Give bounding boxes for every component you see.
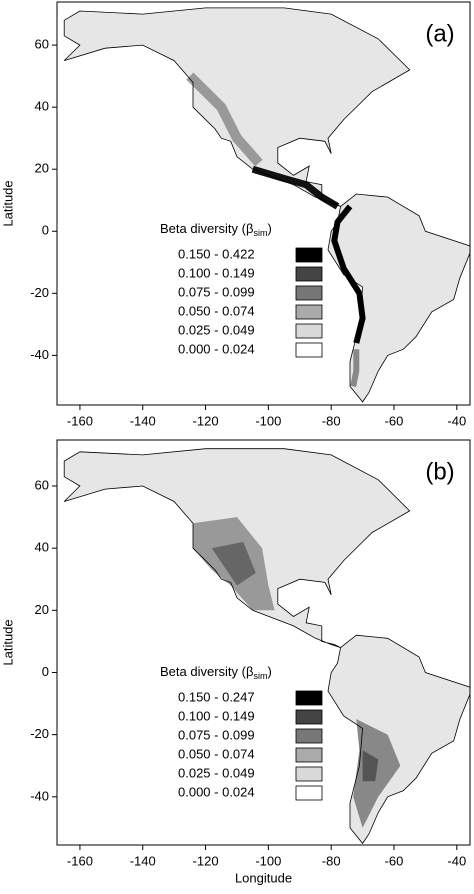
y-axis-label: Latitude: [0, 180, 15, 226]
y-tick-label: 20: [35, 161, 49, 176]
legend-title: Beta diversity (βsim): [160, 221, 272, 238]
legend-swatch: [295, 285, 323, 301]
legend-swatch: [295, 342, 323, 358]
x-tick-label: -120: [193, 413, 219, 428]
legend-label: 0.100 - 0.149: [178, 265, 255, 280]
map-panel: -160 -140 -120 -100 -80 -60 -40 -40 -20 0 20 40 60 (b…: [0, 439, 471, 885]
shading: [362, 750, 379, 782]
shading: [350, 349, 360, 387]
x-tick-label: -40: [447, 853, 466, 868]
legend-swatch: [295, 323, 323, 339]
shading: [353, 719, 401, 828]
legend-label: 0.075 - 0.099: [178, 284, 255, 299]
legend-label: 0.000 - 0.024: [178, 341, 255, 356]
legend-title-part: ): [267, 221, 271, 236]
x-tick-label: -60: [385, 853, 404, 868]
x-tick-label: -80: [322, 413, 341, 428]
legend-swatch: [295, 785, 323, 801]
legend-swatch: [295, 728, 323, 744]
y-tick-label: -20: [30, 285, 49, 300]
legend-title: Beta diversity (βsim): [160, 664, 272, 681]
x-tick-label: -160: [67, 853, 93, 868]
x-tick-label: -100: [255, 413, 281, 428]
panel-label: (b): [425, 458, 454, 485]
legend-label: 0.000 - 0.024: [178, 784, 255, 799]
legend-title-part: sim: [253, 671, 267, 681]
legend-title-part: Beta diversity (β: [160, 221, 253, 236]
land: [64, 7, 410, 207]
shading: [251, 165, 340, 210]
legend-label: 0.150 - 0.422: [178, 246, 255, 261]
shading: [186, 72, 263, 167]
y-tick-label: 20: [35, 602, 49, 617]
y-tick-label: -40: [30, 347, 49, 362]
map-area: [63, 448, 470, 845]
legend-label: 0.050 - 0.074: [178, 746, 255, 761]
legend-swatch: [295, 690, 323, 706]
y-axis-label: Latitude: [0, 619, 15, 665]
x-tick-label: -40: [447, 413, 466, 428]
legend-label: 0.150 - 0.247: [178, 689, 255, 704]
x-tick-label: -140: [130, 853, 156, 868]
coastline: [63, 448, 411, 648]
y-tick-label: -20: [30, 726, 49, 741]
plot-frame: [56, 1, 471, 406]
map-panel: -160 -140 -120 -100 -80 -60 -40 -40 -20 0 20 40 60 (a…: [0, 1, 471, 428]
plot-frame: [56, 439, 471, 846]
legend-label: 0.050 - 0.074: [178, 303, 255, 318]
legend-swatch: [295, 247, 323, 263]
legend-label: 0.075 - 0.099: [178, 727, 255, 742]
y-tick-label: 60: [35, 37, 49, 52]
land: [328, 194, 470, 402]
y-tick-label: 0: [42, 664, 49, 679]
x-axis-label: Longitude: [235, 870, 292, 885]
y-tick-label: 0: [42, 223, 49, 238]
legend-title-part: ): [267, 664, 271, 679]
x-tick-label: -100: [255, 853, 281, 868]
panel-label: (a): [425, 20, 454, 47]
legend-title-part: Beta diversity (β: [160, 664, 253, 679]
x-tick-label: -60: [385, 413, 404, 428]
legend-label: 0.100 - 0.149: [178, 708, 255, 723]
x-tick-label: -120: [193, 853, 219, 868]
coastline: [327, 634, 470, 845]
coastline: [63, 7, 411, 207]
legend-label: 0.025 - 0.049: [178, 765, 255, 780]
legend-swatch: [295, 304, 323, 320]
y-tick-label: 40: [35, 540, 49, 555]
shading: [211, 541, 256, 586]
x-tick-label: -80: [322, 853, 341, 868]
legend-label: 0.025 - 0.049: [178, 322, 255, 337]
legend-swatch: [295, 766, 323, 782]
y-tick-label: 60: [35, 477, 49, 492]
legend-title-part: sim: [253, 228, 267, 238]
legend-swatch: [295, 266, 323, 282]
map-area: [63, 7, 470, 403]
x-tick-label: -160: [67, 413, 93, 428]
coastline: [327, 193, 470, 403]
legend-swatch: [295, 747, 323, 763]
y-tick-label: 40: [35, 99, 49, 114]
y-tick-label: -40: [30, 788, 49, 803]
legend-swatch: [295, 709, 323, 725]
x-tick-label: -140: [130, 413, 156, 428]
